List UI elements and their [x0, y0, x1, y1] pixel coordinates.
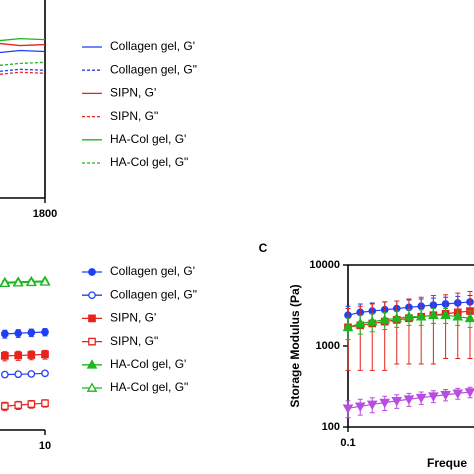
marker [428, 309, 439, 320]
x-tick-label: 10 [39, 440, 51, 452]
legend-label: SIPN, G" [110, 109, 158, 123]
series-line [0, 49, 46, 54]
marker [27, 351, 36, 359]
marker [41, 328, 49, 336]
marker [391, 397, 403, 407]
legend-label: HA-Col gel, G' [110, 132, 186, 146]
legend-label: Collagen gel, G' [110, 264, 195, 278]
marker [88, 337, 96, 346]
marker [391, 312, 403, 323]
series-line [4, 353, 46, 357]
series-line [0, 68, 46, 72]
marker [452, 389, 464, 399]
marker [88, 291, 96, 299]
marker [12, 277, 24, 287]
series-line [4, 372, 46, 376]
series-line [4, 280, 46, 283]
marker [27, 328, 36, 337]
legend-label: SIPN, G' [110, 311, 156, 325]
marker [342, 404, 354, 414]
marker [0, 370, 9, 379]
legend-label: Collagen gel, G" [110, 287, 197, 301]
marker [27, 400, 36, 408]
y-tick-label: 10000 [309, 259, 340, 271]
marker [354, 317, 366, 328]
marker [14, 370, 23, 379]
legend-label: SIPN, G' [110, 86, 156, 100]
y-tick-label: 1000 [316, 340, 340, 352]
marker [26, 276, 37, 287]
marker [41, 399, 49, 408]
marker [86, 359, 98, 369]
series-line [4, 281, 46, 284]
marker [440, 309, 451, 320]
x-tick-label: 0.1 [340, 437, 355, 449]
panel-label: C [259, 241, 268, 255]
series-line [0, 37, 46, 42]
x-axis-label: Freque [427, 456, 467, 470]
marker [0, 330, 9, 338]
marker [41, 350, 49, 359]
series-line [0, 71, 46, 75]
series-line [4, 402, 46, 407]
legend-label: SIPN, G" [110, 334, 158, 348]
legend-label: Collagen gel, G" [110, 62, 197, 76]
series-line [0, 42, 46, 47]
marker [0, 352, 9, 360]
marker [464, 388, 474, 398]
marker [415, 393, 427, 404]
error-bar [443, 294, 449, 360]
y-axis-label: Storage Modulus (Pa) [288, 284, 302, 407]
marker [342, 321, 354, 332]
marker [366, 316, 378, 326]
marker [27, 370, 36, 378]
error-bar [418, 296, 424, 365]
series-line [4, 331, 46, 335]
marker [0, 277, 11, 288]
marker [14, 401, 23, 409]
marker [428, 392, 439, 402]
marker [464, 312, 474, 323]
marker [440, 390, 451, 401]
y-tick-label: 100 [322, 421, 340, 433]
marker [415, 311, 427, 321]
marker [379, 314, 391, 324]
legend-label: HA-Col gel, G' [110, 357, 186, 371]
marker [354, 402, 366, 412]
marker [452, 311, 464, 321]
marker [86, 382, 98, 392]
marker [379, 398, 391, 409]
series-line [0, 61, 46, 66]
marker [88, 268, 96, 276]
marker [403, 311, 415, 321]
marker [14, 329, 23, 338]
legend-label: Collagen gel, G' [110, 39, 195, 53]
marker [39, 276, 51, 286]
x-tick-label: 1800 [33, 208, 57, 220]
marker [41, 369, 49, 378]
marker [0, 402, 9, 410]
marker [366, 400, 378, 410]
legend-label: HA-Col gel, G" [110, 155, 188, 169]
marker [14, 351, 23, 360]
marker [403, 395, 415, 405]
legend-label: HA-Col gel, G" [110, 380, 188, 394]
error-bar [430, 295, 436, 365]
marker [88, 314, 96, 323]
